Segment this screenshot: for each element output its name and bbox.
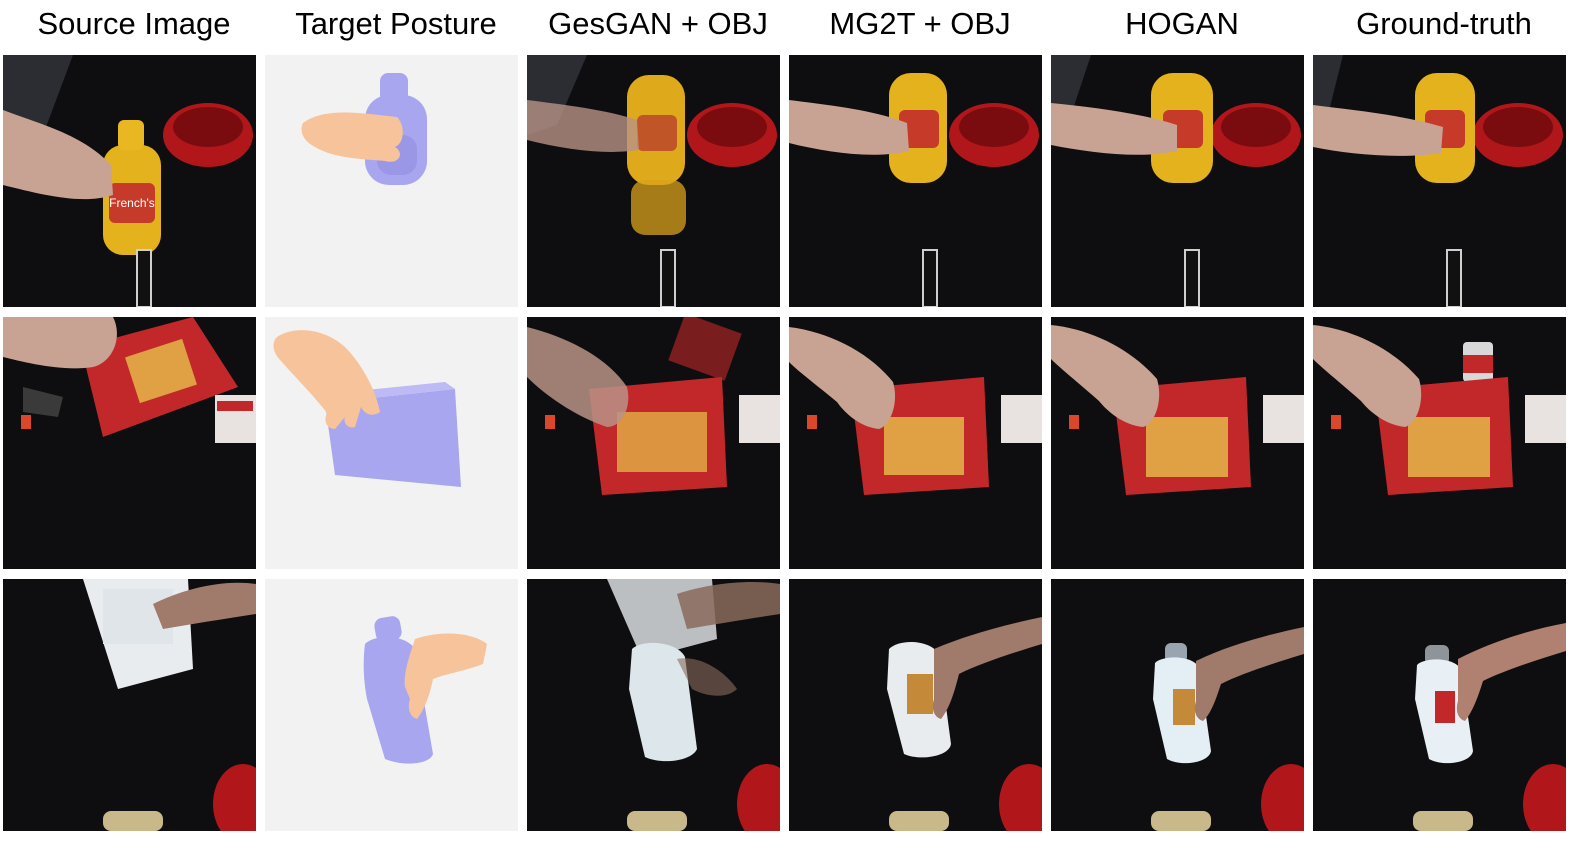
column-header-row: Source Image Target Posture GesGAN + OBJ… (0, 0, 1590, 54)
row2-target-posture (265, 317, 518, 569)
row3-source-image (3, 579, 256, 831)
row2-hogan (1051, 317, 1304, 569)
column-title-mg2t-obj: MG2T + OBJ (829, 6, 1011, 41)
row3-gesgan-obj (527, 579, 780, 831)
row1-ground-truth (1313, 55, 1566, 307)
row1-hogan (1051, 55, 1304, 307)
row1-gesgan-obj (527, 55, 780, 307)
row3-target-posture (265, 579, 518, 831)
column-title-ground-truth: Ground-truth (1356, 6, 1532, 41)
row2-ground-truth (1313, 317, 1566, 569)
column-title-hogan: HOGAN (1125, 6, 1239, 41)
row2-gesgan-obj (527, 317, 780, 569)
svg-text:French's: French's (109, 196, 155, 210)
column-title-source-image: Source Image (37, 6, 231, 41)
column-title-target-posture: Target Posture (295, 6, 497, 41)
row1-target-posture (265, 55, 518, 307)
row3-mg2t-obj (789, 579, 1042, 831)
row3-hogan (1051, 579, 1304, 831)
row3-ground-truth (1313, 579, 1566, 831)
row1-mg2t-obj (789, 55, 1042, 307)
row2-source-image (3, 317, 256, 569)
row2-mg2t-obj (789, 317, 1042, 569)
row1-source-image: French's (3, 55, 256, 307)
column-title-gesgan-obj: GesGAN + OBJ (548, 6, 768, 41)
